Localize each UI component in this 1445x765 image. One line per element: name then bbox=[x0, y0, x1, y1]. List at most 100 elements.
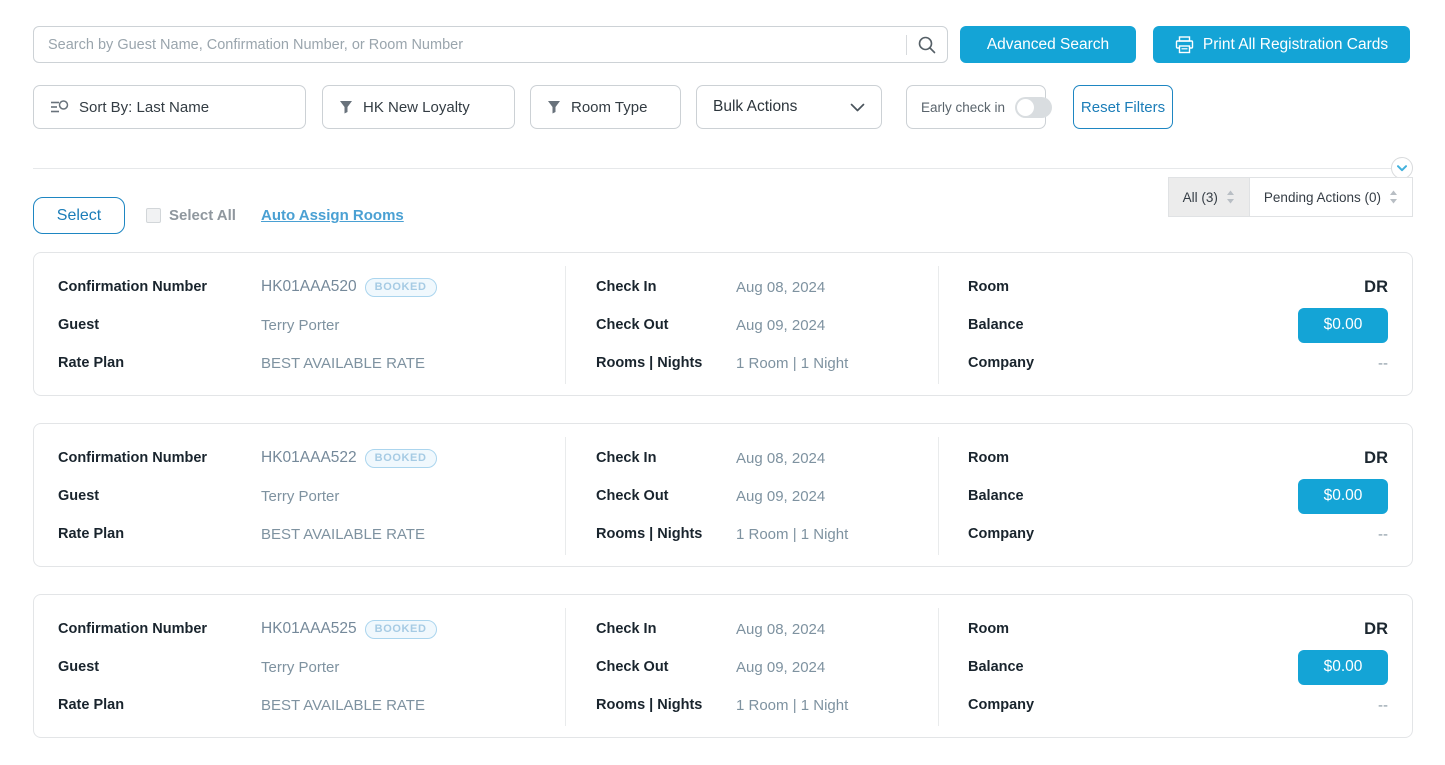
rooms-nights-label: Rooms | Nights bbox=[596, 355, 703, 371]
search-input[interactable] bbox=[48, 36, 896, 53]
print-all-registration-cards-button[interactable]: Print All Registration Cards bbox=[1153, 26, 1410, 63]
search-icon[interactable] bbox=[917, 35, 937, 55]
auto-assign-rooms-link[interactable]: Auto Assign Rooms bbox=[260, 207, 404, 224]
rate-plan-value: BEST AVAILABLE RATE bbox=[261, 696, 425, 714]
guest-label: Guest bbox=[58, 659, 100, 675]
chevron-down-icon bbox=[850, 103, 865, 112]
check-out-label: Check Out bbox=[596, 488, 669, 504]
check-out-date: Aug 09, 2024 bbox=[736, 487, 826, 505]
confirmation-label: Confirmation Number bbox=[58, 621, 208, 637]
select-all-label: Select All bbox=[169, 207, 236, 224]
card-room-column: Room DR Balance $0.00 Company -- bbox=[939, 608, 1412, 726]
confirmation-label: Confirmation Number bbox=[58, 450, 208, 466]
card-guest-column: Confirmation Number HK01AAA520 BOOKED Gu… bbox=[34, 266, 566, 384]
status-badge: BOOKED bbox=[364, 448, 437, 468]
room-type-value: DR bbox=[1364, 448, 1388, 467]
rate-plan-label: Rate Plan bbox=[58, 697, 125, 713]
reservation-card[interactable]: Confirmation Number HK01AAA522 BOOKED Gu… bbox=[33, 423, 1413, 567]
sort-by-label: Sort By: Last Name bbox=[79, 98, 210, 116]
reservations-page: Advanced Search Print All Registration C… bbox=[33, 26, 1413, 738]
room-type-value: DR bbox=[1364, 619, 1388, 638]
room-label: Room bbox=[968, 621, 1010, 637]
rate-plan-label: Rate Plan bbox=[58, 526, 125, 542]
card-guest-column: Confirmation Number HK01AAA522 BOOKED Gu… bbox=[34, 437, 566, 555]
card-room-column: Room DR Balance $0.00 Company -- bbox=[939, 266, 1412, 384]
collapse-chevron-icon[interactable] bbox=[1391, 157, 1413, 179]
company-value: -- bbox=[1378, 696, 1388, 714]
tab-pending-label: Pending Actions (0) bbox=[1263, 189, 1381, 205]
company-label: Company bbox=[968, 355, 1035, 371]
company-value: -- bbox=[1378, 354, 1388, 372]
print-all-label: Print All Registration Cards bbox=[1202, 35, 1389, 53]
room-label: Room bbox=[968, 279, 1010, 295]
room-type-filter[interactable]: Room Type bbox=[530, 85, 681, 129]
balance-button[interactable]: $0.00 bbox=[1298, 649, 1388, 685]
select-button[interactable]: Select bbox=[33, 197, 125, 234]
tab-all[interactable]: All (3) bbox=[1167, 177, 1249, 217]
check-out-date: Aug 09, 2024 bbox=[736, 658, 826, 676]
loyalty-filter-label: HK New Loyalty bbox=[363, 98, 470, 116]
check-in-date: Aug 08, 2024 bbox=[736, 278, 826, 296]
check-in-label: Check In bbox=[596, 279, 657, 295]
check-out-label: Check Out bbox=[596, 659, 669, 675]
loyalty-filter[interactable]: HK New Loyalty bbox=[322, 85, 515, 129]
search-divider bbox=[906, 34, 907, 55]
balance-label: Balance bbox=[968, 659, 1024, 675]
reservation-card[interactable]: Confirmation Number HK01AAA525 BOOKED Gu… bbox=[33, 594, 1413, 738]
sort-by-icon bbox=[50, 99, 69, 115]
card-dates-column: Check In Aug 08, 2024 Check Out Aug 09, … bbox=[566, 608, 939, 726]
divider-line bbox=[33, 167, 1391, 169]
funnel-icon bbox=[339, 100, 353, 114]
guest-label: Guest bbox=[58, 488, 100, 504]
check-out-label: Check Out bbox=[596, 317, 669, 333]
guest-name: Terry Porter bbox=[261, 658, 340, 676]
reservation-list: Confirmation Number HK01AAA520 BOOKED Gu… bbox=[33, 252, 1413, 738]
rooms-nights-value: 1 Room | 1 Night bbox=[736, 696, 849, 714]
bulk-actions-label: Bulk Actions bbox=[713, 98, 798, 115]
rooms-nights-value: 1 Room | 1 Night bbox=[736, 525, 849, 543]
confirmation-label: Confirmation Number bbox=[58, 279, 208, 295]
company-label: Company bbox=[968, 526, 1035, 542]
rate-plan-label: Rate Plan bbox=[58, 355, 125, 371]
sort-carets-icon bbox=[1389, 190, 1398, 204]
company-label: Company bbox=[968, 697, 1035, 713]
room-type-filter-label: Room Type bbox=[571, 98, 648, 116]
early-check-in-label: Early check in bbox=[921, 99, 1006, 115]
printer-icon bbox=[1175, 35, 1194, 54]
card-dates-column: Check In Aug 08, 2024 Check Out Aug 09, … bbox=[566, 437, 939, 555]
guest-label: Guest bbox=[58, 317, 100, 333]
rate-plan-value: BEST AVAILABLE RATE bbox=[261, 525, 425, 543]
selection-controls: Select Select All Auto Assign Rooms bbox=[33, 197, 404, 234]
tab-all-label: All (3) bbox=[1182, 189, 1218, 205]
check-in-date: Aug 08, 2024 bbox=[736, 620, 826, 638]
balance-button[interactable]: $0.00 bbox=[1298, 307, 1388, 343]
reservation-card[interactable]: Confirmation Number HK01AAA520 BOOKED Gu… bbox=[33, 252, 1413, 396]
advanced-search-button[interactable]: Advanced Search bbox=[960, 26, 1136, 63]
rooms-nights-value: 1 Room | 1 Night bbox=[736, 354, 849, 372]
confirmation-number: HK01AAA522 bbox=[261, 449, 357, 466]
sort-by-dropdown[interactable]: Sort By: Last Name bbox=[33, 85, 306, 129]
tab-pending-actions[interactable]: Pending Actions (0) bbox=[1248, 177, 1413, 217]
filter-row: Sort By: Last Name HK New Loyalty Room T… bbox=[33, 85, 1413, 129]
balance-label: Balance bbox=[968, 317, 1024, 333]
confirmation-number: HK01AAA525 bbox=[261, 620, 357, 637]
room-label: Room bbox=[968, 450, 1010, 466]
balance-label: Balance bbox=[968, 488, 1024, 504]
bulk-actions-dropdown[interactable]: Bulk Actions bbox=[696, 85, 882, 129]
reset-filters-button[interactable]: Reset Filters bbox=[1073, 85, 1173, 129]
early-check-in-toggle[interactable] bbox=[1015, 96, 1053, 118]
check-out-date: Aug 09, 2024 bbox=[736, 316, 826, 334]
controls-row: Select Select All Auto Assign Rooms All … bbox=[33, 177, 1413, 234]
check-in-date: Aug 08, 2024 bbox=[736, 449, 826, 467]
check-in-label: Check In bbox=[596, 621, 657, 637]
status-badge: BOOKED bbox=[364, 619, 437, 639]
card-dates-column: Check In Aug 08, 2024 Check Out Aug 09, … bbox=[566, 266, 939, 384]
rate-plan-value: BEST AVAILABLE RATE bbox=[261, 354, 425, 372]
select-all-checkbox[interactable] bbox=[146, 208, 161, 223]
room-type-value: DR bbox=[1364, 277, 1388, 296]
company-value: -- bbox=[1378, 525, 1388, 543]
rooms-nights-label: Rooms | Nights bbox=[596, 526, 703, 542]
funnel-icon bbox=[547, 100, 561, 114]
rooms-nights-label: Rooms | Nights bbox=[596, 697, 703, 713]
balance-button[interactable]: $0.00 bbox=[1298, 478, 1388, 514]
